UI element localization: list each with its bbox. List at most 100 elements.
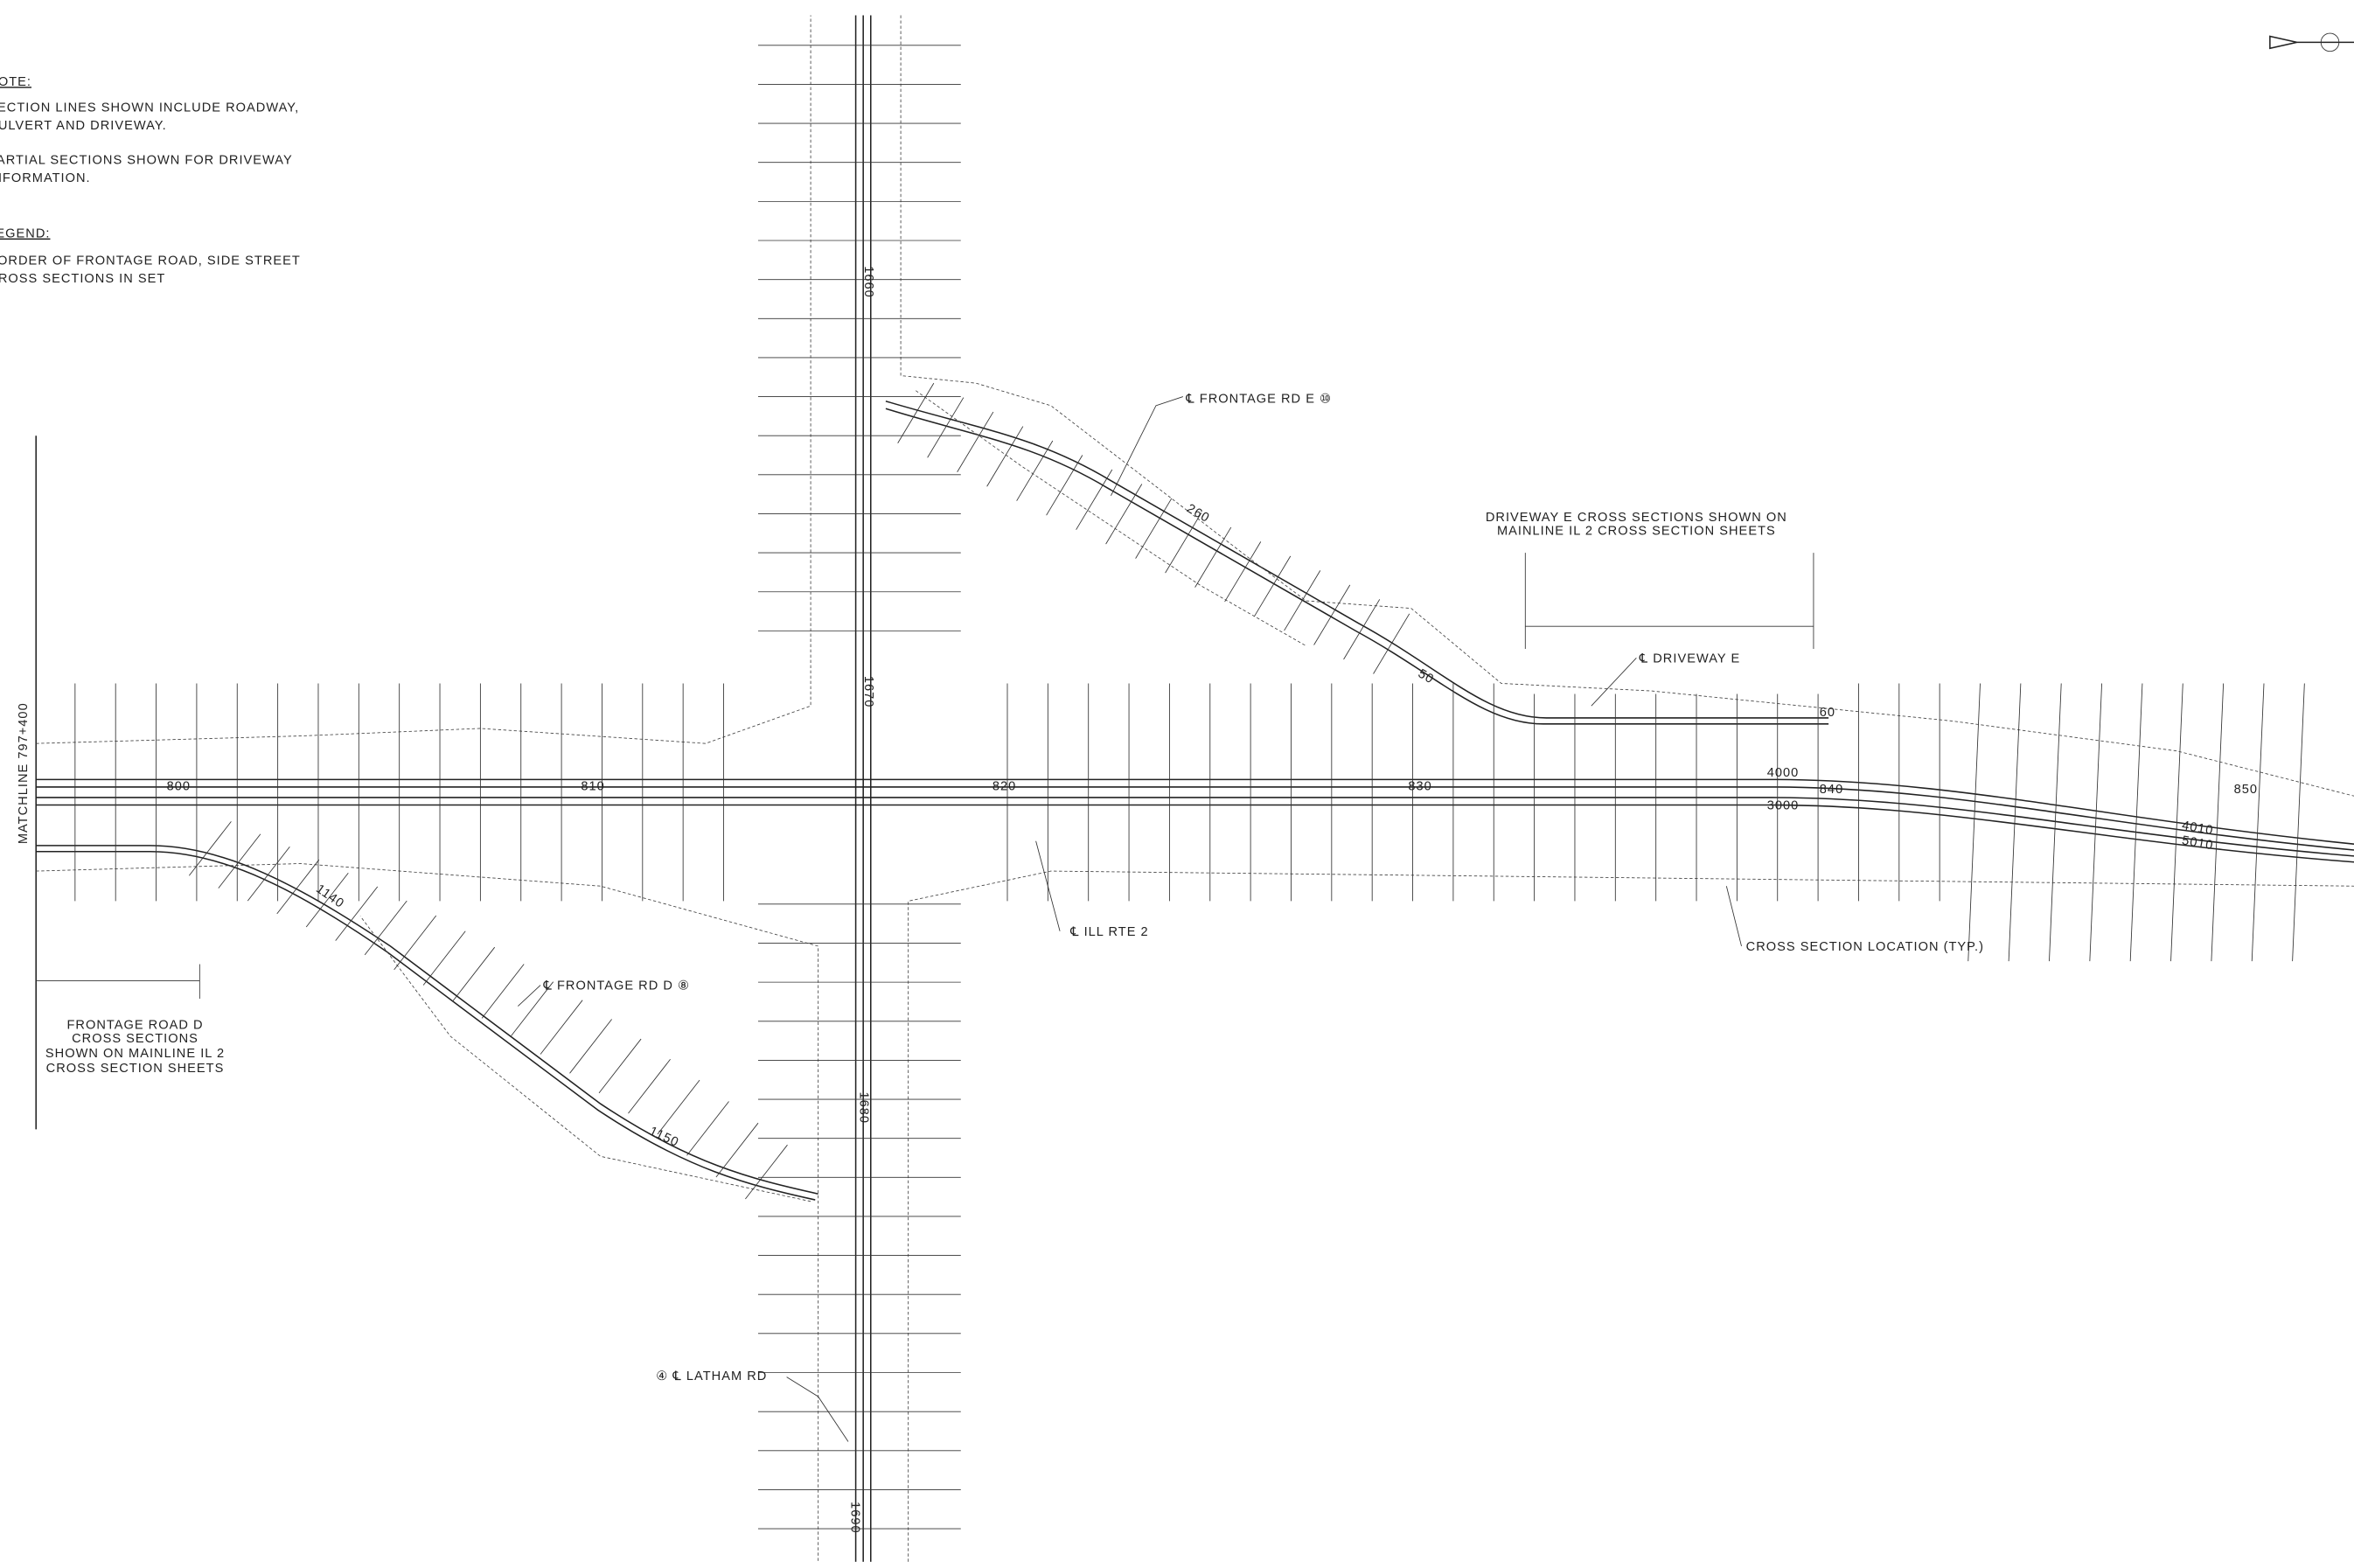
station: 60 xyxy=(1820,706,1835,720)
note-text: SECTION LINES SHOWN INCLUDE ROADWAY, xyxy=(0,101,299,115)
note-text: CULVERT AND DRIVEWAY. xyxy=(0,119,167,133)
note-heading: NOTE: xyxy=(0,75,31,89)
section-line xyxy=(715,1122,759,1178)
section-line xyxy=(511,981,554,1036)
station: 5010 xyxy=(2181,833,2215,853)
mainline-edge xyxy=(36,797,2354,857)
station: 1660 xyxy=(861,266,875,298)
section-line xyxy=(305,872,349,928)
section-line xyxy=(598,1038,642,1094)
section-line xyxy=(686,1101,729,1156)
section-line xyxy=(1343,599,1381,660)
section-line xyxy=(1284,570,1321,631)
section-line xyxy=(657,1079,700,1135)
section-line xyxy=(1967,683,1981,962)
section-line xyxy=(540,1000,583,1055)
section-line xyxy=(2251,683,2265,962)
station: 1690 xyxy=(847,1502,861,1534)
frontage-rd-e xyxy=(885,408,1829,725)
label: ℄ FRONTAGE RD D ⑧ xyxy=(542,979,690,993)
label: ℄ DRIVEWAY E xyxy=(1639,652,1740,666)
section-line xyxy=(897,382,935,443)
section-line xyxy=(218,833,261,889)
border xyxy=(36,863,2354,1562)
section-line xyxy=(628,1059,671,1114)
section-line xyxy=(1105,484,1143,545)
section-line xyxy=(2170,683,2183,962)
section-line xyxy=(1254,555,1292,617)
note-text: DRIVEWAY E CROSS SECTIONS SHOWN ON xyxy=(1486,511,1787,525)
label: CROSS SECTION LOCATION (TYP.) xyxy=(1746,940,1984,954)
section-line xyxy=(1016,440,1054,501)
note-text: CROSS SECTION SHEETS xyxy=(46,1062,225,1076)
mainline-edge xyxy=(36,778,2354,845)
section-line xyxy=(452,946,496,1002)
station: 820 xyxy=(992,779,1016,793)
station: 1680 xyxy=(857,1091,871,1124)
border xyxy=(36,15,2354,797)
mainline-edge xyxy=(36,786,2354,851)
section-line xyxy=(569,1019,612,1074)
section-line xyxy=(2049,683,2062,962)
section-line xyxy=(927,397,965,458)
station: 810 xyxy=(581,779,604,793)
section-line xyxy=(481,964,525,1019)
legend-text: BORDER OF FRONTAGE ROAD, SIDE STREET xyxy=(0,254,301,268)
section-line xyxy=(247,847,290,902)
section-line xyxy=(335,886,379,941)
station: 1670 xyxy=(861,676,875,708)
leader xyxy=(518,396,1742,1442)
label: ④ ℄ LATHAM RD xyxy=(656,1369,767,1383)
section-line xyxy=(2292,683,2305,962)
label: ℄ FRONTAGE RD E ⑩ xyxy=(1185,392,1332,406)
section-line xyxy=(2089,683,2103,962)
latham-road xyxy=(854,15,872,1562)
north-arrow xyxy=(2320,32,2340,52)
section-line xyxy=(1135,498,1173,559)
frontage-rd-e xyxy=(885,400,1829,719)
frontage-rd-d xyxy=(36,845,818,1195)
legend-text: CROSS SECTIONS IN SET xyxy=(0,272,165,286)
section-line xyxy=(986,426,1024,487)
section-line xyxy=(393,915,437,971)
section-line xyxy=(2129,683,2143,962)
label: ℄ ILL RTE 2 xyxy=(1069,925,1149,939)
note-text: CROSS SECTIONS xyxy=(72,1032,198,1046)
border xyxy=(359,390,1306,1202)
mainline-edge xyxy=(36,804,2354,863)
legend-heading: LEGEND: xyxy=(0,227,50,241)
station: 3000 xyxy=(1767,799,1800,813)
note-text: SHOWN ON MAINLINE IL 2 xyxy=(45,1047,225,1061)
note-text: PARTIAL SECTIONS SHOWN FOR DRIVEWAY xyxy=(0,153,293,167)
station: 840 xyxy=(1820,783,1843,797)
section-line xyxy=(276,859,320,915)
roadways xyxy=(36,15,2354,1562)
section-line xyxy=(422,930,466,986)
station: 4000 xyxy=(1767,766,1800,780)
section-line xyxy=(1224,541,1262,603)
section-line xyxy=(1194,526,1232,588)
section-line xyxy=(2211,683,2225,962)
section-line xyxy=(188,821,232,876)
matchline: MATCHLINE 797+400 xyxy=(17,702,31,844)
section-line xyxy=(1076,469,1113,530)
section-line xyxy=(1313,584,1351,645)
north-arrow xyxy=(2269,35,2354,50)
section-line xyxy=(2008,683,2022,962)
section-line xyxy=(745,1144,788,1200)
station: 850 xyxy=(2234,783,2258,797)
section-line xyxy=(1046,455,1083,516)
note-text: FRONTAGE ROAD D xyxy=(66,1018,203,1032)
station: 830 xyxy=(1408,779,1431,793)
section-line xyxy=(364,900,407,956)
section-line xyxy=(957,411,994,472)
station: 4010 xyxy=(2181,819,2215,838)
station: 50 xyxy=(1416,666,1437,686)
note-text: INFORMATION. xyxy=(0,171,91,185)
note-text: MAINLINE IL 2 CROSS SECTION SHEETS xyxy=(1497,525,1776,539)
section-line xyxy=(1165,512,1202,574)
